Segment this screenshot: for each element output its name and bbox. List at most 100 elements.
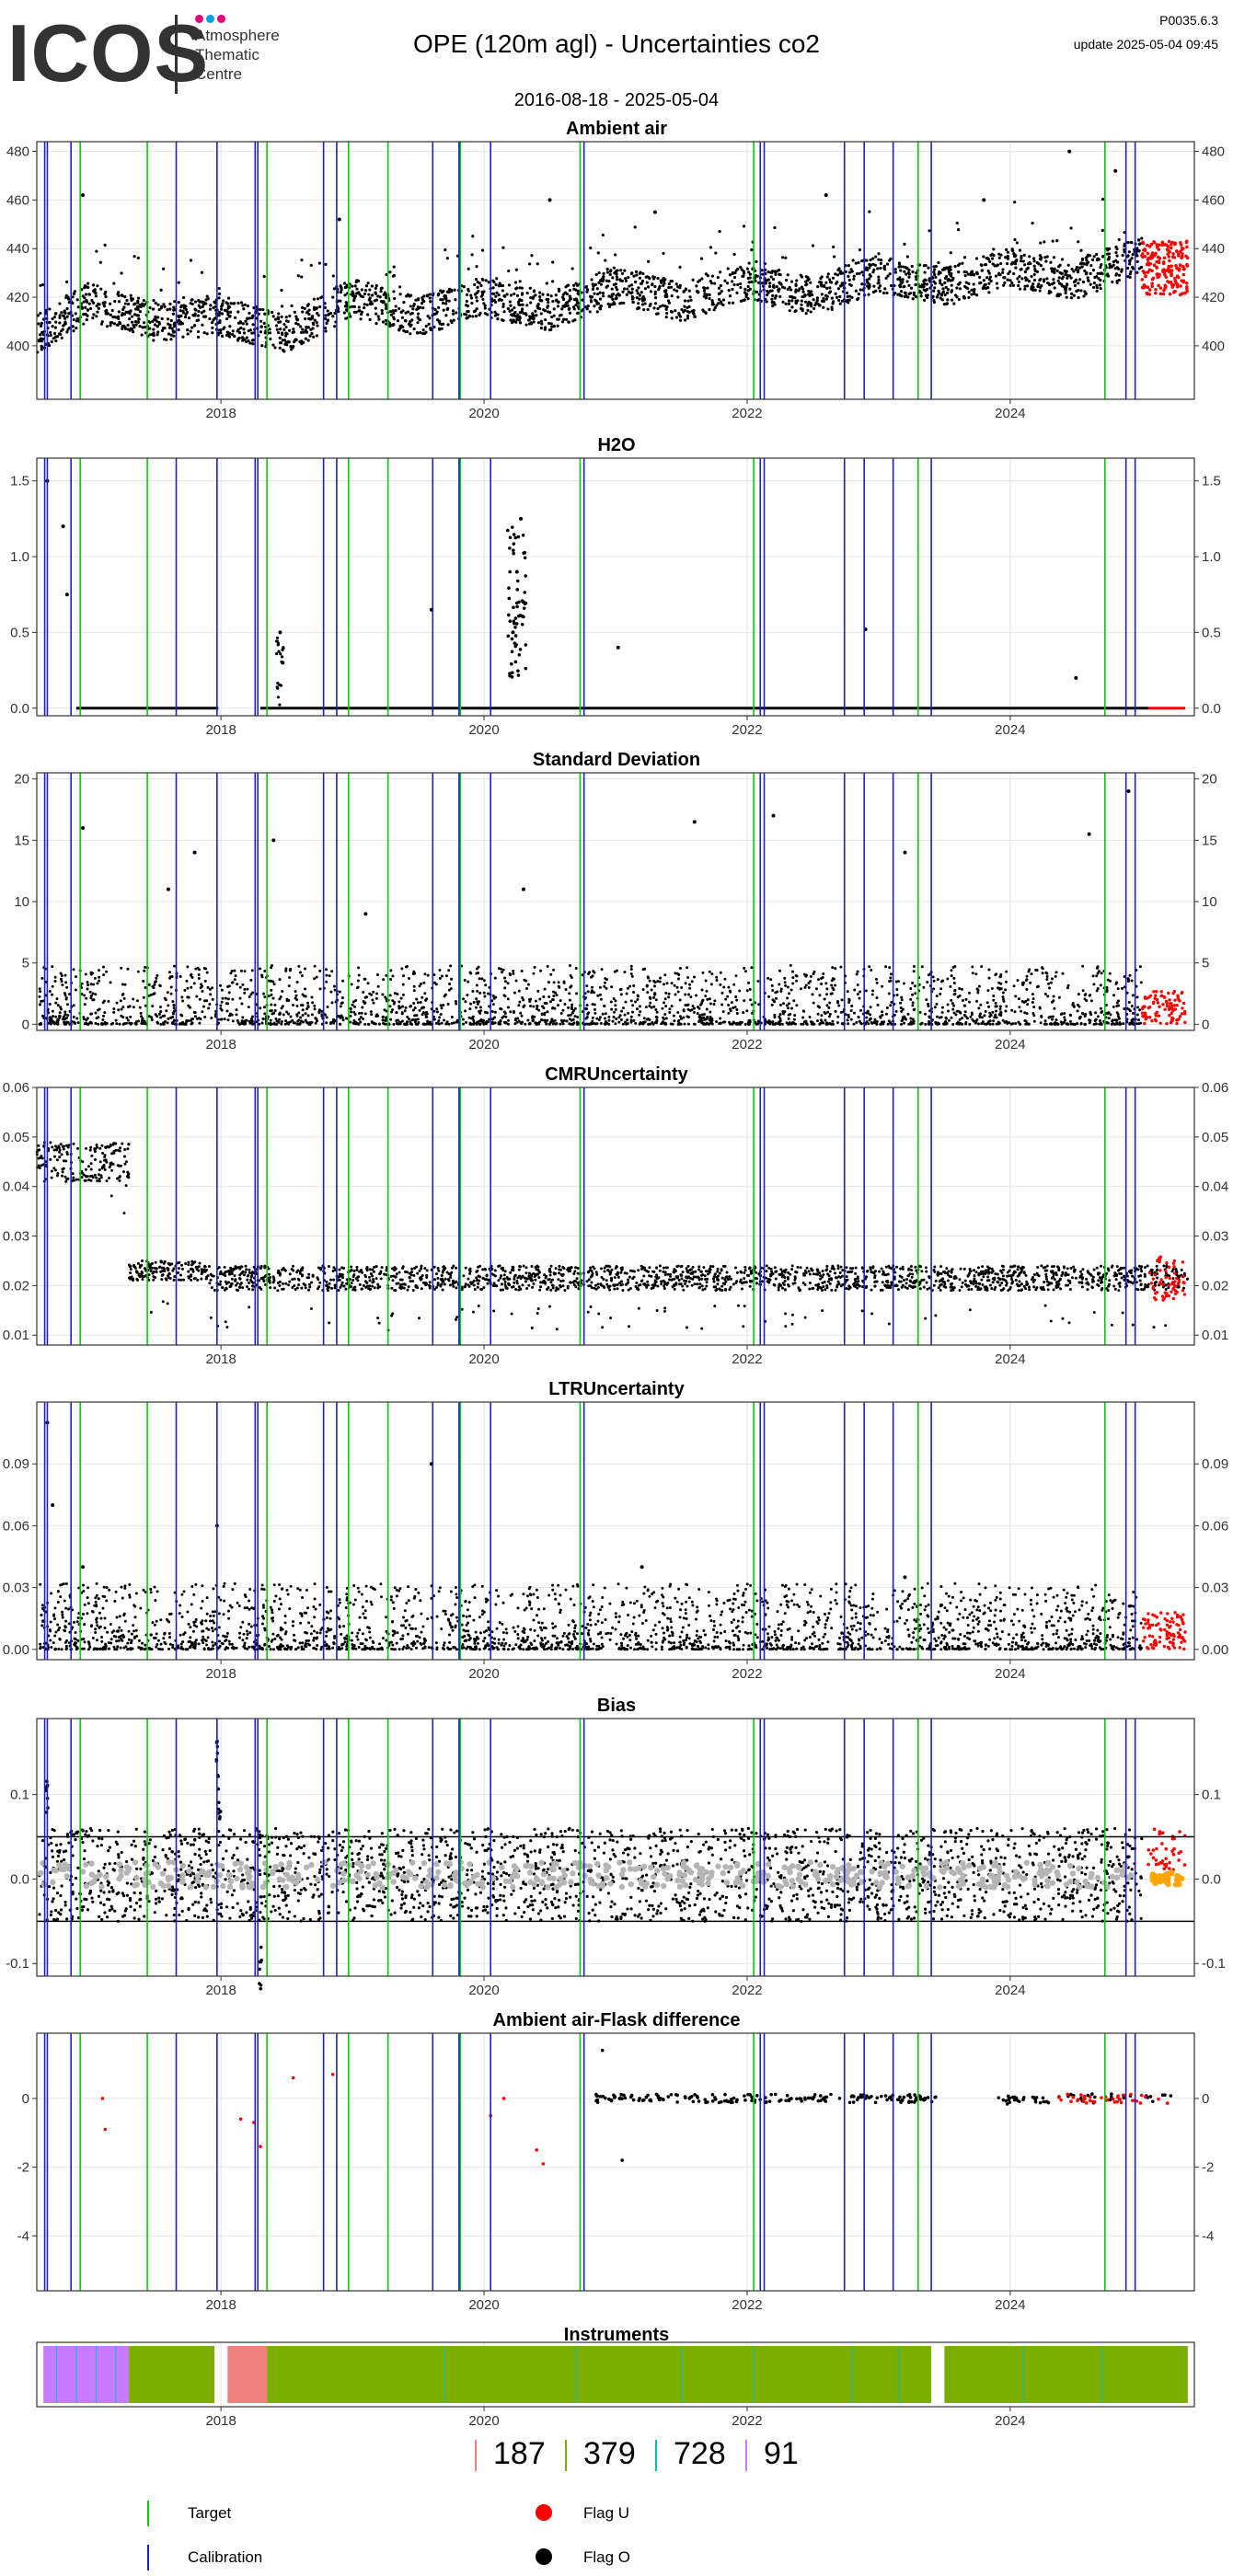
- flag-u-point: [1147, 288, 1152, 292]
- data-point: [907, 283, 911, 287]
- data-point: [585, 307, 589, 311]
- data-point: [683, 299, 687, 303]
- data-point: [1131, 267, 1135, 270]
- data-point: [107, 999, 110, 1003]
- data-point: [498, 282, 501, 285]
- data-point: [1011, 283, 1016, 287]
- data-point: [634, 270, 639, 273]
- data-point: [309, 263, 313, 267]
- data-point: [615, 969, 618, 972]
- data-point: [213, 300, 216, 304]
- data-point: [589, 295, 593, 299]
- data-point: [510, 650, 514, 654]
- data-point: [1084, 272, 1088, 276]
- data-point: [736, 282, 740, 287]
- data-point: [602, 278, 605, 282]
- data-point: [630, 294, 635, 299]
- flag-u-point: [1181, 279, 1186, 283]
- data-point: [192, 323, 197, 328]
- data-point: [858, 288, 862, 292]
- data-point: [199, 986, 202, 990]
- data-point: [703, 292, 707, 295]
- data-point: [426, 1019, 430, 1023]
- data-point: [870, 968, 873, 972]
- data-point: [162, 267, 166, 270]
- data-point: [969, 273, 974, 277]
- data-point: [670, 316, 674, 320]
- data-point: [1130, 257, 1134, 260]
- data-point: [1013, 254, 1017, 258]
- data-point: [809, 980, 812, 983]
- data-point: [1041, 972, 1044, 975]
- data-point: [733, 1006, 737, 1009]
- data-point: [138, 325, 142, 328]
- data-point: [515, 604, 519, 609]
- data-point: [669, 285, 674, 289]
- data-point: [375, 322, 378, 326]
- data-point: [217, 310, 222, 315]
- data-point: [900, 290, 904, 293]
- data-point: [40, 321, 43, 325]
- data-point: [513, 634, 518, 638]
- data-point: [250, 331, 254, 335]
- data-point: [443, 995, 446, 998]
- data-point: [325, 1016, 328, 1019]
- data-point: [1089, 264, 1093, 268]
- data-point: [323, 316, 328, 320]
- data-point: [1115, 254, 1119, 258]
- data-point: [274, 639, 279, 643]
- data-point: [1050, 282, 1054, 286]
- flag-u-point: [1140, 278, 1145, 282]
- data-point: [269, 1021, 272, 1025]
- data-point: [227, 991, 231, 995]
- data-point: [599, 305, 604, 308]
- data-point: [60, 980, 63, 983]
- data-point: [116, 293, 120, 296]
- data-point: [409, 1005, 412, 1008]
- data-point: [142, 995, 145, 999]
- data-point: [437, 1019, 441, 1023]
- data-point: [152, 298, 156, 303]
- data-point: [1078, 1015, 1082, 1018]
- data-point: [211, 326, 214, 330]
- data-point: [238, 985, 242, 989]
- data-point: [412, 1001, 416, 1005]
- data-point: [830, 305, 834, 309]
- data-point: [918, 284, 922, 289]
- data-point: [1081, 964, 1085, 968]
- data-point: [521, 307, 524, 311]
- data-point: [415, 330, 420, 335]
- data-point: [333, 325, 337, 328]
- data-point: [450, 977, 454, 981]
- data-point: [437, 292, 441, 296]
- data-point: [170, 327, 174, 330]
- data-point: [950, 974, 953, 978]
- data-point: [773, 1000, 777, 1004]
- flag-u-point: [1155, 272, 1159, 276]
- data-point: [172, 1006, 176, 1010]
- data-point: [720, 991, 724, 995]
- data-point: [248, 341, 252, 345]
- data-point: [800, 303, 803, 306]
- data-point: [940, 283, 944, 287]
- data-point: [439, 1013, 443, 1017]
- data-point: [75, 298, 79, 302]
- data-point: [282, 348, 285, 352]
- data-point: [679, 1017, 683, 1020]
- data-point: [686, 299, 690, 303]
- data-point: [876, 267, 880, 270]
- data-point: [381, 320, 386, 324]
- data-point: [1063, 1011, 1066, 1015]
- data-point: [57, 332, 62, 336]
- data-point: [452, 1021, 455, 1025]
- data-point: [638, 276, 642, 280]
- data-point: [858, 1019, 861, 1023]
- data-point: [1100, 271, 1103, 275]
- data-point: [380, 311, 384, 316]
- data-point: [51, 1009, 54, 1013]
- data-point: [616, 288, 619, 292]
- data-point: [271, 310, 274, 315]
- data-point: [1048, 290, 1053, 293]
- data-point: [1100, 1010, 1104, 1014]
- data-point: [452, 318, 455, 322]
